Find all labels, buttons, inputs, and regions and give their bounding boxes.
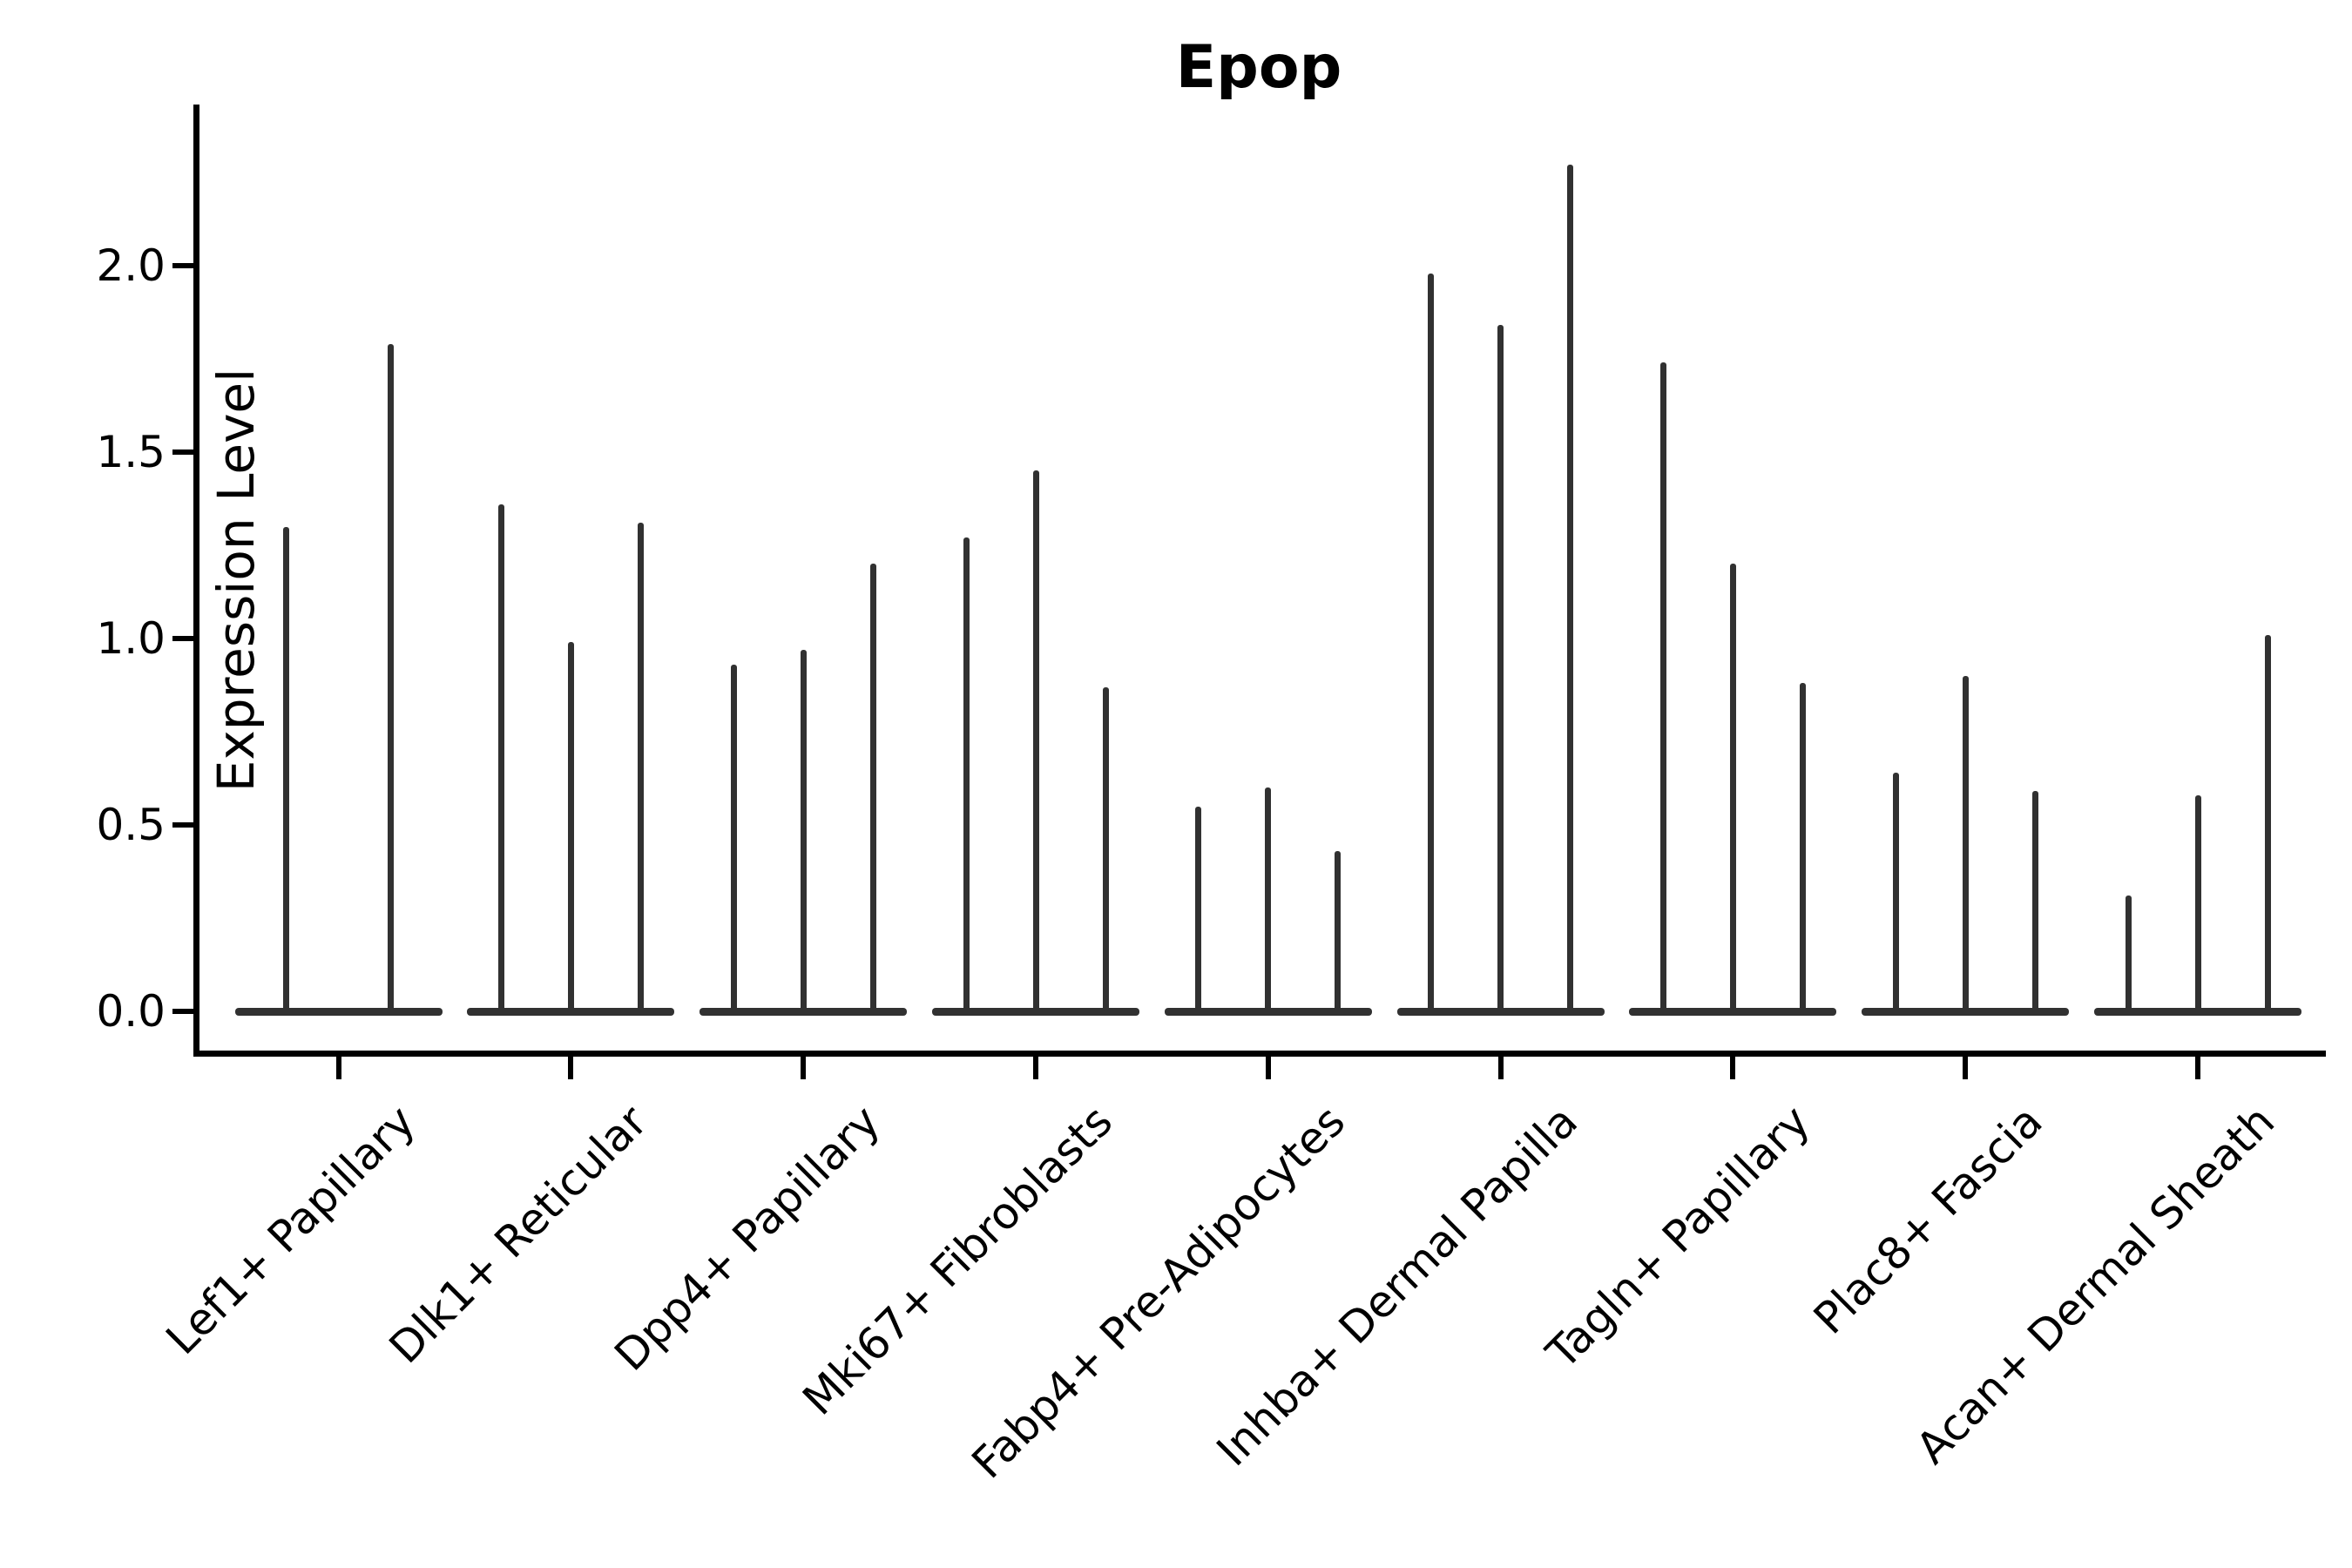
x-axis-spine [193, 1051, 2326, 1057]
x-tick [2195, 1057, 2200, 1079]
y-axis-label: Expression Level [206, 368, 267, 793]
violin-baseline [1396, 1007, 1605, 1016]
y-tick [172, 263, 193, 268]
violin-baseline [1862, 1007, 2070, 1016]
x-tick-label: Fabp4+ Pre-Adipocytes [962, 1096, 1355, 1489]
y-tick [172, 636, 193, 641]
violin-spike [1892, 773, 1899, 1011]
violin-spike [1335, 850, 1342, 1011]
x-tick [1033, 1057, 1038, 1079]
violin-spike [1265, 787, 1272, 1011]
x-tick [1497, 1057, 1504, 1079]
y-axis-spine [193, 105, 199, 1057]
chart-title: Epop [1175, 33, 1342, 102]
violin-spike [800, 649, 807, 1011]
violin-baseline [1629, 1007, 1837, 1016]
x-tick [1265, 1057, 1271, 1079]
y-tick-label: 2.0 [96, 240, 166, 291]
y-tick-label: 0.5 [96, 800, 166, 850]
violin-baseline [700, 1007, 908, 1016]
violin-spike [1659, 362, 1666, 1011]
violin-spike [1497, 325, 1504, 1011]
y-tick [172, 449, 193, 455]
x-tick-label: Plac8+ Fascia [1803, 1096, 2052, 1344]
y-tick [172, 1009, 193, 1014]
x-tick [335, 1057, 341, 1079]
violin-spike [1799, 683, 1806, 1011]
violin-baseline [467, 1007, 675, 1016]
violin-baseline [2094, 1007, 2301, 1016]
violin-spike [1428, 273, 1435, 1011]
violin-spike [963, 537, 970, 1011]
y-tick [172, 822, 193, 828]
x-tick [1730, 1057, 1736, 1079]
y-tick-label: 0.0 [96, 986, 166, 1037]
x-tick [1963, 1057, 1969, 1079]
y-tick-label: 1.0 [96, 613, 166, 664]
x-tick-label: Dlk1+ Reticular [380, 1096, 658, 1374]
violin-spike [2194, 794, 2201, 1011]
violin-spike [730, 664, 737, 1011]
violin-spike [2031, 791, 2038, 1011]
violin-baseline [1164, 1007, 1372, 1016]
violin-spike [1962, 675, 1969, 1011]
violin-spike [869, 564, 876, 1011]
violin-baseline [234, 1007, 443, 1016]
violin-spike [1195, 806, 1202, 1011]
violin-spike [388, 343, 395, 1011]
violin-spike [637, 523, 644, 1011]
violin-spike [2125, 896, 2132, 1011]
violin-baseline [932, 1007, 1139, 1016]
x-tick [801, 1057, 807, 1079]
violin-spike [567, 642, 574, 1011]
violin-spike [2264, 634, 2271, 1011]
violin-spike [1567, 165, 1574, 1011]
y-tick-label: 1.5 [96, 427, 166, 477]
violin-spike [1729, 564, 1736, 1011]
violin-spike [497, 504, 504, 1011]
x-tick-label: Lef1+ Papillary [156, 1096, 425, 1365]
x-tick [568, 1057, 574, 1079]
violin-spike [1102, 686, 1109, 1011]
violin-spike [1032, 470, 1039, 1011]
violin-spike [283, 526, 290, 1011]
